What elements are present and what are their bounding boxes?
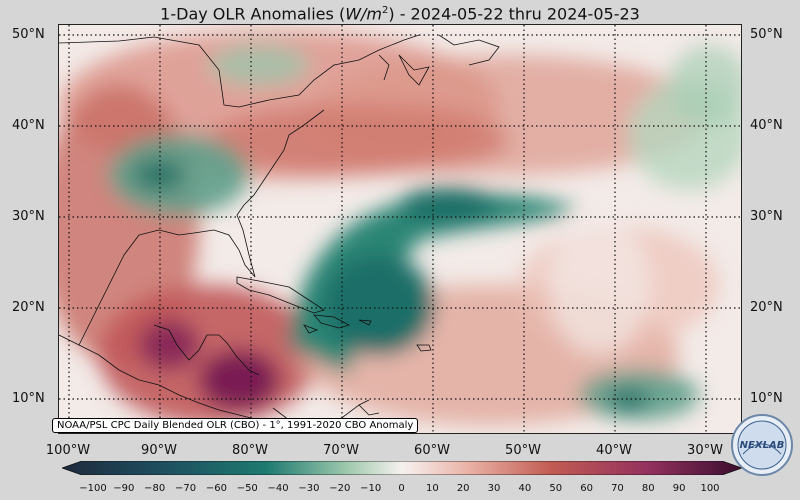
lat-label-right: 30°N [750, 209, 783, 224]
colorbar-tick-label: −90 [113, 483, 135, 494]
lon-label: 50°W [505, 443, 541, 458]
lat-label-left: 10°N [12, 391, 45, 406]
colorbar-tick-label: 0 [398, 483, 405, 494]
colorbar-tick-label: 30 [487, 483, 501, 494]
lon-label: 30°W [687, 443, 723, 458]
colorbar-tick-label: −20 [329, 483, 351, 494]
lon-label: 40°W [596, 443, 632, 458]
colorbar-tick-label: −50 [236, 483, 258, 494]
data-source-credit: NOAA/PSL CPC Daily Blended OLR (CBO) - 1… [52, 418, 419, 433]
lat-label-left: 40°N [12, 118, 45, 133]
colorbar-tick-label: −10 [360, 483, 382, 494]
colorbar-tick-label: 10 [425, 483, 439, 494]
colorbar-tick-label: −100 [79, 483, 107, 494]
gridlines [59, 25, 741, 433]
lon-label: 80°W [232, 443, 268, 458]
colorbar-tick-label: −30 [298, 483, 320, 494]
map-title: 1-Day OLR Anomalies (W/m2) - 2024-05-22 … [0, 0, 800, 24]
colorbar-tick-label: −40 [267, 483, 289, 494]
colorbar-tick-label: 80 [641, 483, 655, 494]
title-unit-exponent: 2 [381, 5, 389, 16]
colorbar [62, 461, 742, 475]
lat-label-left: 20°N [12, 300, 45, 315]
lon-label: 60°W [414, 443, 450, 458]
lon-label: 90°W [141, 443, 177, 458]
lat-label-right: 10°N [750, 391, 783, 406]
anomaly-field [59, 30, 741, 425]
lat-label-right: 50°N [750, 27, 783, 42]
colorbar-tick-label: 50 [549, 483, 563, 494]
lat-label-right: 20°N [750, 300, 783, 315]
colorbar-tick-label: 100 [700, 483, 720, 494]
colorbar-tick-label: 90 [672, 483, 686, 494]
lat-label-left: 30°N [12, 209, 45, 224]
nexlab-logo-icon: NEXLAB [731, 414, 793, 476]
lon-label: 70°W [323, 443, 359, 458]
lon-label: 100°W [45, 443, 91, 458]
colorbar-tick-label: −60 [205, 483, 227, 494]
lat-label-right: 40°N [750, 118, 783, 133]
colorbar-tick-label: −80 [144, 483, 166, 494]
colorbar-tick-label: 20 [456, 483, 470, 494]
colorbar-tick-label: −70 [174, 483, 197, 494]
colorbar-tick-label: 60 [580, 483, 593, 494]
title-unit: W/m [345, 4, 382, 24]
olr-anomaly-map [58, 24, 742, 434]
title-prefix: 1-Day OLR Anomalies ( [160, 4, 346, 24]
title-dates: ) - 2024-05-22 thru 2024-05-23 [388, 4, 640, 24]
colorbar-tick-label: 70 [611, 483, 624, 494]
colorbar-tick-label: 40 [518, 483, 532, 494]
lat-label-left: 50°N [12, 27, 45, 42]
logo-text: NEXLAB [740, 440, 785, 451]
